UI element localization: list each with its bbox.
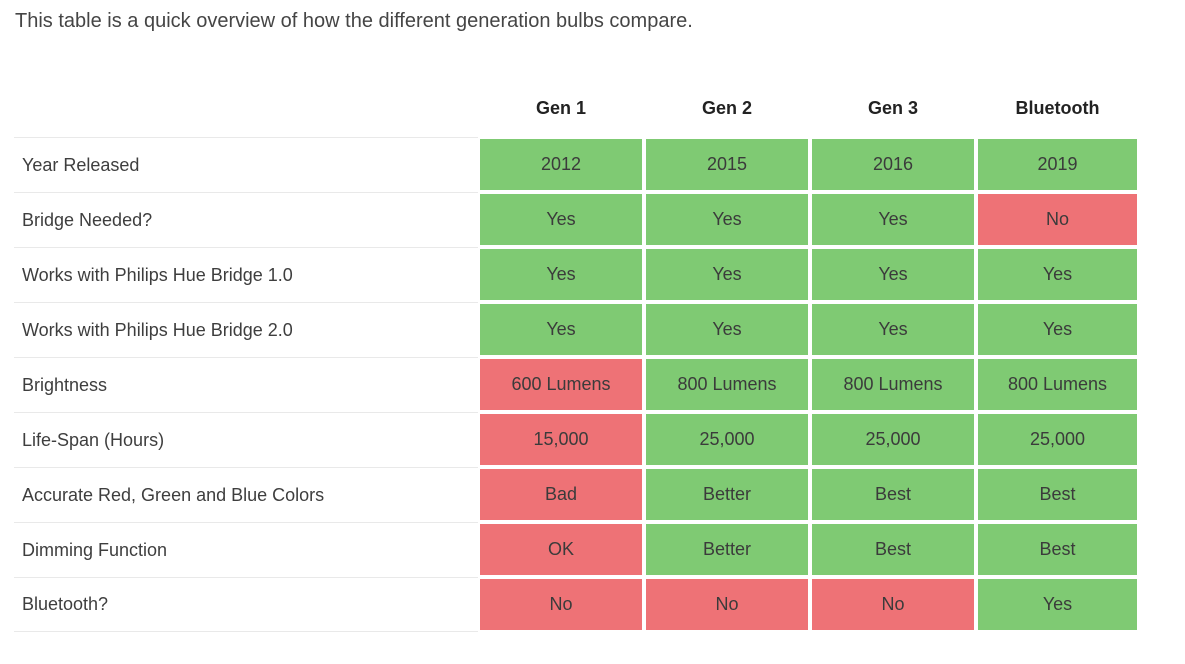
- table-row: Accurate Red, Green and Blue Colors Bad Be…: [14, 467, 1139, 522]
- value-cell-good: Best: [810, 467, 976, 522]
- comparison-table: Gen 1 Gen 2 Gen 3 Bluetooth Year Release…: [14, 86, 1139, 632]
- value-cell-good: 2016: [810, 137, 976, 192]
- table-row: Dimming Function OK Better Best Best: [14, 522, 1139, 577]
- value-cell-bad: Bad: [478, 467, 644, 522]
- value-cell-bad: OK: [478, 522, 644, 577]
- value-cell-good: 800 Lumens: [810, 357, 976, 412]
- value-cell-good: Yes: [810, 302, 976, 357]
- row-label: Accurate Red, Green and Blue Colors: [14, 467, 478, 522]
- value-cell-good: Yes: [976, 302, 1139, 357]
- row-label: Works with Philips Hue Bridge 2.0: [14, 302, 478, 357]
- value-cell-good: Yes: [976, 247, 1139, 302]
- table-row: Bridge Needed? Yes Yes Yes No: [14, 192, 1139, 247]
- page: This table is a quick overview of how th…: [14, 10, 1139, 632]
- value-cell-good: 800 Lumens: [644, 357, 810, 412]
- table-row: Works with Philips Hue Bridge 2.0 Yes Yes Y…: [14, 302, 1139, 357]
- value-cell-good: 25,000: [976, 412, 1139, 467]
- value-cell-good: Best: [810, 522, 976, 577]
- value-cell-bad: No: [478, 577, 644, 632]
- value-cell-good: 2012: [478, 137, 644, 192]
- value-cell-good: Yes: [810, 247, 976, 302]
- table-row: Year Released 2012 2015 2016 2019: [14, 137, 1139, 192]
- value-cell-bad: 15,000: [478, 412, 644, 467]
- value-cell-good: 800 Lumens: [976, 357, 1139, 412]
- value-cell-good: 2015: [644, 137, 810, 192]
- value-cell-good: Yes: [478, 192, 644, 247]
- row-label: Bridge Needed?: [14, 192, 478, 247]
- row-label: Works with Philips Hue Bridge 1.0: [14, 247, 478, 302]
- value-cell-good: Yes: [478, 247, 644, 302]
- table-row: Brightness 600 Lumens 800 Lumens 800 Lumens…: [14, 357, 1139, 412]
- value-cell-bad: No: [644, 577, 810, 632]
- row-label: Dimming Function: [14, 522, 478, 577]
- intro-text: This table is a quick overview of how th…: [15, 10, 693, 32]
- value-cell-bad: 600 Lumens: [478, 357, 644, 412]
- row-label: Life-Span (Hours): [14, 412, 478, 467]
- table-body: Year Released 2012 2015 2016 2019 Bridge Need…: [14, 137, 1139, 632]
- row-label: Year Released: [14, 137, 478, 192]
- row-label: Bluetooth?: [14, 577, 478, 632]
- value-cell-good: Yes: [644, 302, 810, 357]
- column-header-gen-3: Gen 3: [867, 98, 919, 118]
- value-cell-good: Yes: [810, 192, 976, 247]
- value-cell-bad: No: [976, 192, 1139, 247]
- table-row: Life-Span (Hours) 15,000 25,000 25,000 25,00…: [14, 412, 1139, 467]
- header-row: Gen 1 Gen 2 Gen 3 Bluetooth: [14, 86, 1139, 137]
- value-cell-good: 2019: [976, 137, 1139, 192]
- value-cell-good: Best: [976, 522, 1139, 577]
- table-row: Bluetooth? No No No Yes: [14, 577, 1139, 632]
- value-cell-good: 25,000: [810, 412, 976, 467]
- value-cell-bad: No: [810, 577, 976, 632]
- column-header-bluetooth: Bluetooth: [1015, 98, 1100, 118]
- column-header-gen-2: Gen 2: [701, 98, 753, 118]
- value-cell-good: Yes: [976, 577, 1139, 632]
- corner-cell: [14, 86, 478, 137]
- value-cell-good: Better: [644, 522, 810, 577]
- column-header-gen-1: Gen 1: [535, 98, 587, 118]
- value-cell-good: 25,000: [644, 412, 810, 467]
- table-row: Works with Philips Hue Bridge 1.0 Yes Yes Y…: [14, 247, 1139, 302]
- value-cell-good: Better: [644, 467, 810, 522]
- row-label: Brightness: [14, 357, 478, 412]
- value-cell-good: Best: [976, 467, 1139, 522]
- value-cell-good: Yes: [644, 247, 810, 302]
- value-cell-good: Yes: [644, 192, 810, 247]
- value-cell-good: Yes: [478, 302, 644, 357]
